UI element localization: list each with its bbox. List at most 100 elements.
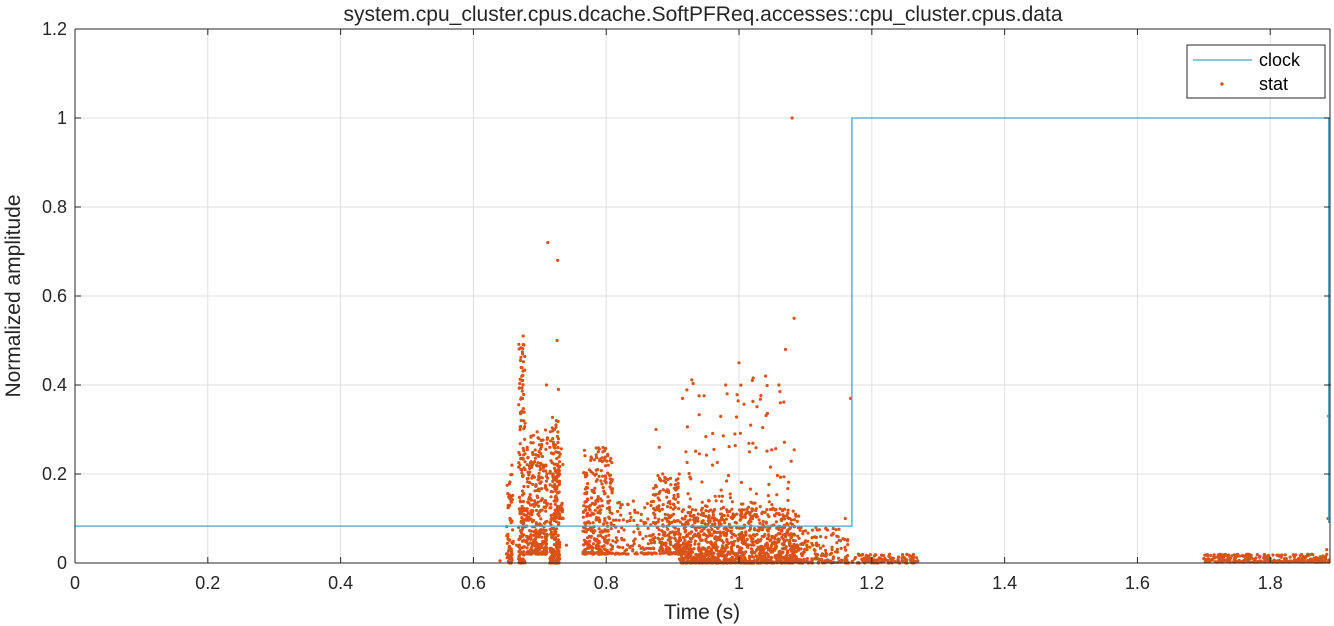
stat-point: [1209, 553, 1213, 558]
stat-point: [674, 486, 678, 490]
stat-point: [616, 509, 620, 513]
stat-point: [713, 508, 717, 512]
stat-point: [544, 447, 548, 451]
x-tick-label: 0.4: [328, 573, 353, 593]
stat-point: [517, 550, 521, 554]
stat-point: [900, 559, 904, 563]
stat-point: [831, 557, 835, 561]
stat-point: [591, 471, 595, 475]
stat-point: [523, 425, 527, 429]
stat-point: [583, 521, 587, 525]
stat-point: [533, 460, 537, 464]
stat-point: [688, 475, 692, 479]
stat-point: [534, 463, 539, 467]
stat-point: [1277, 553, 1281, 557]
stat-point: [792, 448, 796, 452]
stat-point: [733, 444, 737, 448]
stat-point: [755, 557, 760, 561]
stat-point: [694, 508, 698, 512]
stat-point: [544, 509, 548, 513]
stat-point: [505, 541, 509, 545]
stat-point: [684, 450, 688, 454]
stat-point: [1248, 555, 1253, 559]
stat-point: [749, 500, 753, 504]
stat-point: [691, 556, 695, 560]
stat-point: [556, 258, 560, 262]
stat-point: [636, 511, 640, 515]
stat-point: [520, 366, 524, 370]
stat-point: [674, 497, 678, 501]
stat-point: [704, 453, 709, 457]
stat-point: [702, 532, 706, 536]
stat-point: [588, 521, 592, 525]
stat-point: [696, 512, 700, 516]
stat-point: [781, 533, 785, 537]
stat-point: [554, 450, 558, 454]
stat-point: [537, 487, 541, 491]
stat-point: [538, 481, 542, 485]
stat-point: [787, 480, 791, 484]
stat-point: [750, 378, 754, 383]
stat-point: [783, 347, 788, 351]
stat-point: [733, 534, 738, 538]
stat-point: [813, 548, 817, 553]
stat-point: [1317, 558, 1321, 562]
stat-point: [597, 474, 601, 478]
stat-point: [531, 475, 535, 479]
stat-point: [1288, 559, 1292, 563]
stat-point: [554, 425, 558, 429]
stat-point: [519, 520, 523, 524]
stat-point: [1238, 554, 1242, 558]
stat-point: [693, 517, 697, 521]
stat-point: [845, 539, 850, 543]
stat-point: [522, 343, 526, 347]
stat-point: [683, 528, 688, 533]
stat-point: [588, 539, 592, 543]
stat-point: [726, 473, 731, 478]
stat-point: [564, 543, 569, 547]
stat-point: [667, 499, 672, 503]
stat-point: [529, 498, 534, 502]
stat-point: [588, 508, 592, 512]
stat-point: [557, 506, 561, 510]
stat-point: [700, 480, 704, 484]
stat-point: [678, 535, 682, 540]
stat-point: [672, 493, 676, 498]
stat-point: [617, 552, 622, 556]
stat-point: [725, 479, 729, 483]
stat-point: [552, 515, 557, 519]
stat-point: [663, 475, 667, 480]
stat-point: [544, 529, 548, 533]
stat-point: [529, 552, 534, 556]
stat-point: [604, 529, 608, 533]
stat-point: [1308, 557, 1313, 561]
stat-point: [724, 526, 728, 530]
stat-point: [520, 389, 524, 393]
stat-point: [643, 506, 647, 510]
stat-point: [528, 481, 532, 485]
stat-point: [520, 456, 524, 460]
stat-point: [896, 555, 901, 559]
stat-point: [602, 489, 606, 493]
stat-point: [1312, 556, 1316, 561]
stat-point: [769, 546, 773, 550]
stat-point: [550, 415, 555, 419]
stat-point: [707, 499, 711, 503]
stat-point: [765, 508, 769, 512]
stat-point: [599, 469, 603, 473]
stat-point: [674, 539, 678, 543]
stat-point: [525, 445, 529, 449]
stat-point: [540, 476, 544, 480]
stat-point: [549, 502, 553, 506]
stat-point: [861, 552, 865, 557]
stat-point: [553, 532, 558, 536]
stat-point: [681, 396, 685, 400]
stat-point: [1257, 555, 1262, 559]
stat-point: [537, 477, 541, 481]
stat-point: [693, 539, 698, 543]
stat-point: [657, 445, 661, 449]
stat-point: [597, 518, 601, 523]
stat-point: [688, 518, 692, 522]
stat-point: [743, 558, 748, 562]
stat-point: [782, 514, 786, 518]
